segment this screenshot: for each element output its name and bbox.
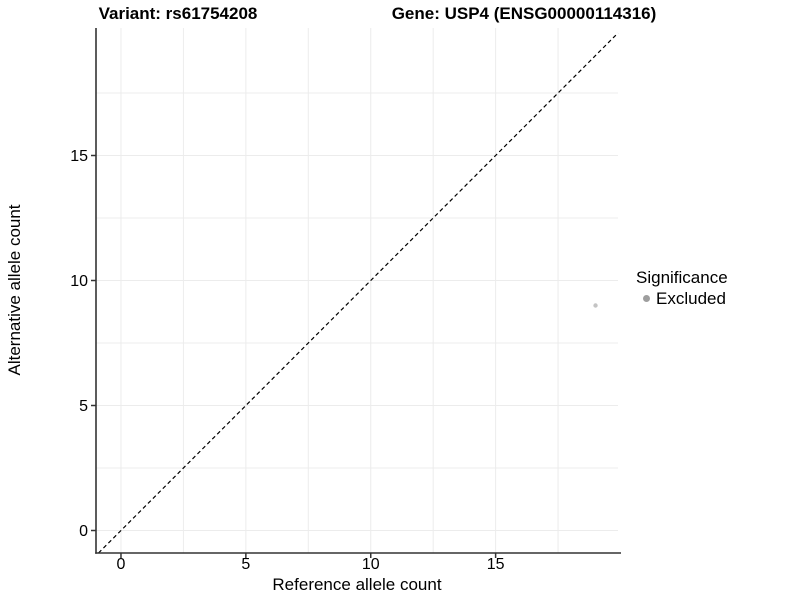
legend-key-dot bbox=[643, 295, 650, 302]
axis-lines bbox=[95, 28, 621, 554]
legend-title: Significance bbox=[636, 268, 728, 287]
data-point bbox=[593, 303, 598, 308]
plot-title-variant: Variant: rs61754208 bbox=[99, 4, 258, 23]
x-tick-label: 10 bbox=[362, 556, 380, 573]
data-points bbox=[593, 303, 598, 308]
x-tick-label: 15 bbox=[487, 556, 505, 573]
y-tick-label: 15 bbox=[70, 148, 88, 165]
legend-item-label: Excluded bbox=[656, 289, 726, 308]
y-axis-title: Alternative allele count bbox=[5, 204, 24, 375]
tick-marks bbox=[91, 154, 497, 558]
gridlines bbox=[96, 28, 618, 553]
identity-dashed-line bbox=[98, 32, 619, 554]
y-tick-label: 10 bbox=[70, 273, 88, 290]
x-tick-label: 0 bbox=[117, 556, 126, 573]
x-axis-title: Reference allele count bbox=[272, 575, 441, 594]
plot-title-gene: Gene: USP4 (ENSG00000114316) bbox=[392, 4, 657, 23]
legend: Significance Excluded bbox=[636, 268, 728, 308]
y-tick-labels: 0 5 10 15 bbox=[70, 148, 88, 540]
x-tick-label: 5 bbox=[241, 556, 250, 573]
identity-line bbox=[98, 32, 619, 554]
x-tick-labels: 0 5 10 15 bbox=[117, 556, 505, 573]
y-tick-label: 5 bbox=[79, 398, 88, 415]
y-tick-label: 0 bbox=[79, 523, 88, 540]
